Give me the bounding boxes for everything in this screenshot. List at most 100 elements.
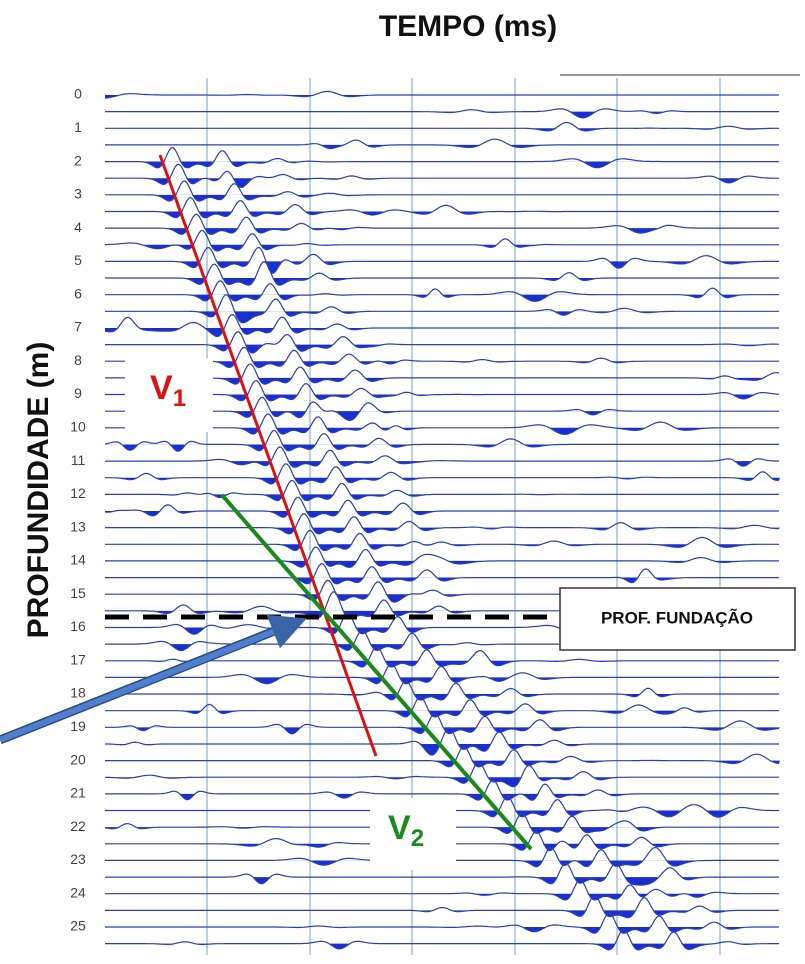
depth-label: 16 (70, 618, 86, 634)
foundation-box (559, 587, 796, 651)
trace (105, 779, 779, 801)
depth-label: 15 (70, 585, 86, 601)
v2-line (220, 493, 533, 851)
v1-label: V1 (150, 369, 186, 412)
depth-label: 21 (70, 785, 86, 801)
trace-fill (105, 377, 780, 385)
trace (105, 213, 779, 236)
depth-label: 5 (74, 252, 82, 268)
title: TEMPO (ms) (379, 10, 557, 43)
trace-fill (105, 394, 780, 401)
foundation-label: PROF. FUNDAÇÃO (601, 607, 753, 627)
depth-label: 2 (74, 152, 82, 168)
trace-fill (105, 810, 780, 818)
depth-label: 6 (74, 285, 82, 301)
trace-fill (105, 910, 780, 918)
trace (105, 413, 779, 436)
trace (105, 163, 779, 189)
v2-label: V2 (388, 809, 424, 852)
trace-fill (105, 927, 780, 934)
depth-label: 23 (70, 851, 86, 867)
depth-label: 19 (70, 718, 86, 734)
trace-fill (105, 261, 780, 274)
depth-label: 17 (70, 651, 86, 667)
trace-fill (105, 677, 780, 684)
trace (105, 546, 779, 569)
trace (105, 180, 779, 202)
v2-sub: 2 (411, 825, 424, 852)
trace (105, 396, 779, 422)
trace-fill (105, 244, 780, 251)
v1-sub: 1 (173, 385, 186, 412)
depth-label: 10 (70, 419, 86, 435)
trace-fill (105, 294, 780, 302)
trace (105, 108, 779, 119)
trace-fill (105, 361, 780, 368)
trace (105, 479, 779, 502)
trace (105, 446, 780, 468)
traces (104, 90, 780, 951)
trace-fill (105, 178, 780, 188)
trace (105, 346, 779, 369)
trace-fill (105, 660, 780, 667)
v1-letter: V (150, 369, 173, 407)
trace (104, 761, 779, 788)
trace (105, 746, 780, 768)
trace-fill (105, 228, 780, 235)
trace-fill (105, 411, 780, 421)
depth-label: 7 (74, 319, 82, 335)
trace-fill (105, 444, 780, 452)
trace (105, 196, 779, 219)
trace (105, 727, 779, 756)
trace-fill (105, 161, 780, 168)
trace-fill (105, 327, 780, 337)
trace (105, 696, 779, 718)
depth-label: 0 (74, 86, 82, 102)
trace-fill (105, 194, 780, 202)
trace-fill (105, 311, 780, 323)
trace-fill (105, 694, 780, 700)
trace (105, 363, 780, 385)
trace (105, 121, 779, 132)
trace (105, 331, 779, 354)
v2-letter: V (388, 809, 411, 847)
trace (105, 680, 779, 701)
trace (105, 662, 779, 685)
depth-label: 13 (70, 518, 86, 534)
trace-fill (105, 893, 780, 900)
trace-fill (105, 644, 780, 651)
depth-label: 18 (70, 685, 86, 701)
trace (104, 496, 779, 518)
v1-line (158, 154, 378, 757)
trace (105, 894, 779, 919)
trace (105, 463, 780, 485)
trace (105, 929, 779, 951)
depth-label: 8 (74, 352, 82, 368)
trace-fill (105, 211, 780, 218)
trace (105, 246, 779, 274)
depth-label: 12 (70, 485, 86, 501)
v2-box (370, 798, 456, 870)
trace (105, 862, 779, 886)
depth-label: 22 (70, 818, 86, 834)
depth-label: 1 (74, 119, 82, 135)
depth-label: 20 (70, 751, 86, 767)
trace-fill (105, 877, 780, 885)
trace (105, 229, 779, 252)
trace (104, 430, 779, 452)
depth-label: 24 (70, 884, 86, 900)
trace-fill (105, 860, 780, 867)
trace (105, 879, 779, 901)
depth-label: 3 (74, 186, 82, 202)
arrow (0, 614, 307, 743)
trace (105, 513, 780, 535)
depth-label: 4 (74, 219, 82, 235)
trace (105, 138, 779, 150)
trace (104, 313, 779, 338)
trace (105, 912, 779, 934)
depth-label: 14 (70, 552, 86, 568)
trace (105, 529, 779, 552)
trace (105, 380, 780, 402)
v1-box (125, 358, 213, 432)
